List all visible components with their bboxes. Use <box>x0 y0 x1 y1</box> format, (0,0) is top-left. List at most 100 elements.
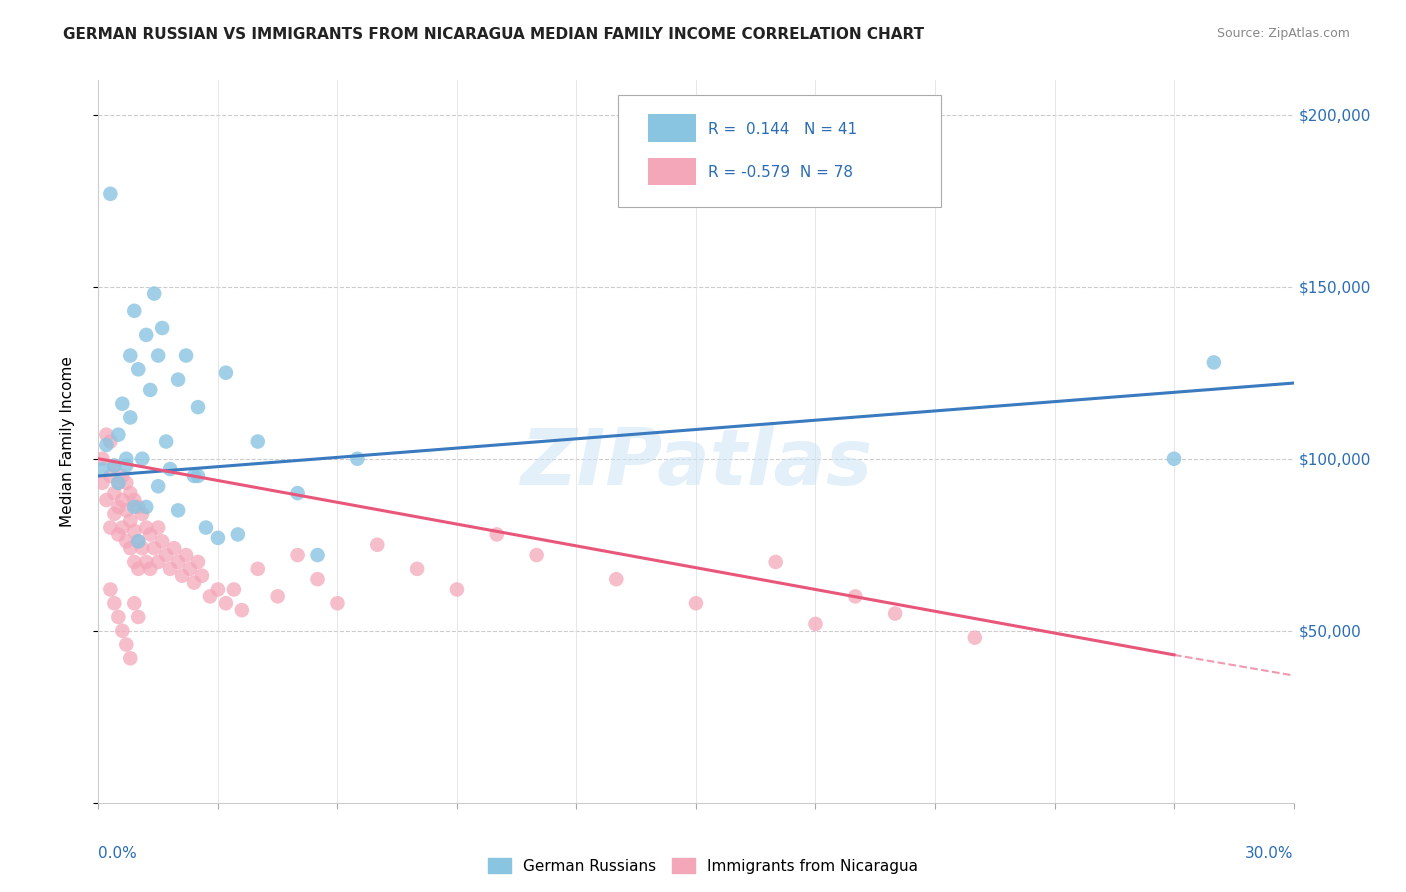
Point <box>485 527 508 541</box>
Point <box>111 624 134 638</box>
Point <box>148 479 170 493</box>
Point <box>91 451 114 466</box>
Text: Source: ZipAtlas.com: Source: ZipAtlas.com <box>1216 27 1350 40</box>
Point <box>187 469 209 483</box>
Point <box>127 362 149 376</box>
Point <box>139 562 162 576</box>
Point <box>267 590 290 604</box>
Point <box>155 548 177 562</box>
Point <box>183 575 205 590</box>
Point <box>124 555 146 569</box>
Point <box>96 438 118 452</box>
Point <box>139 383 162 397</box>
Point <box>167 373 190 387</box>
Text: GERMAN RUSSIAN VS IMMIGRANTS FROM NICARAGUA MEDIAN FAMILY INCOME CORRELATION CHA: GERMAN RUSSIAN VS IMMIGRANTS FROM NICARA… <box>63 27 924 42</box>
Point <box>143 541 166 556</box>
Point <box>346 451 368 466</box>
Point <box>804 616 827 631</box>
Text: R =  0.144   N = 41: R = 0.144 N = 41 <box>709 122 858 136</box>
Point <box>115 534 138 549</box>
Point <box>148 555 170 569</box>
Point <box>605 572 627 586</box>
Point <box>127 500 149 514</box>
Point <box>159 562 181 576</box>
Point <box>98 186 122 201</box>
Point <box>207 582 229 597</box>
Point <box>155 434 177 449</box>
Point <box>406 562 429 576</box>
Point <box>107 475 129 490</box>
Point <box>195 520 218 534</box>
Point <box>127 534 149 549</box>
Point <box>120 514 142 528</box>
Point <box>115 638 138 652</box>
Point <box>307 572 329 586</box>
Point <box>148 349 170 363</box>
Point <box>98 520 122 534</box>
Point <box>131 541 153 556</box>
Point <box>124 303 146 318</box>
Point <box>103 458 125 473</box>
Point <box>103 486 125 500</box>
Point <box>183 469 205 483</box>
Point <box>103 596 125 610</box>
Point <box>326 596 349 610</box>
Point <box>191 568 214 582</box>
Point <box>103 458 125 473</box>
Point <box>150 534 173 549</box>
Point <box>98 582 122 597</box>
Point <box>159 462 181 476</box>
Legend: German Russians, Immigrants from Nicaragua: German Russians, Immigrants from Nicarag… <box>482 852 924 880</box>
Point <box>844 590 866 604</box>
Point <box>884 607 907 621</box>
Point <box>124 524 146 538</box>
Point <box>222 582 245 597</box>
Point <box>135 327 157 342</box>
Text: R = -0.579  N = 78: R = -0.579 N = 78 <box>709 164 853 179</box>
Point <box>172 568 194 582</box>
Point <box>287 548 309 562</box>
Point <box>1163 451 1185 466</box>
Point <box>307 548 329 562</box>
Point <box>215 596 238 610</box>
Point <box>207 531 229 545</box>
Point <box>135 555 157 569</box>
Point <box>98 434 122 449</box>
Point <box>127 610 149 624</box>
FancyBboxPatch shape <box>648 114 696 142</box>
Point <box>91 475 114 490</box>
Point <box>111 493 134 508</box>
Point <box>127 562 149 576</box>
Point <box>246 562 269 576</box>
Point <box>150 321 173 335</box>
Point <box>111 469 134 483</box>
Point <box>139 527 162 541</box>
Point <box>120 410 142 425</box>
Point <box>963 631 986 645</box>
Point <box>115 458 138 473</box>
Point <box>366 538 388 552</box>
Point <box>246 434 269 449</box>
Point <box>148 520 170 534</box>
Point <box>107 475 129 490</box>
Point <box>96 493 118 508</box>
Point <box>115 451 138 466</box>
Point <box>231 603 253 617</box>
Point <box>111 520 134 534</box>
Point <box>120 486 142 500</box>
Text: ZIPatlas: ZIPatlas <box>520 425 872 501</box>
Y-axis label: Median Family Income: Median Family Income <box>60 356 75 527</box>
Point <box>91 462 114 476</box>
Point <box>115 503 138 517</box>
Point <box>135 500 157 514</box>
Point <box>111 397 134 411</box>
Point <box>187 400 209 414</box>
Point <box>120 651 142 665</box>
Point <box>287 486 309 500</box>
Point <box>124 493 146 508</box>
Point <box>120 349 142 363</box>
Point <box>107 500 129 514</box>
Point <box>98 469 122 483</box>
Point <box>131 451 153 466</box>
Point <box>120 541 142 556</box>
